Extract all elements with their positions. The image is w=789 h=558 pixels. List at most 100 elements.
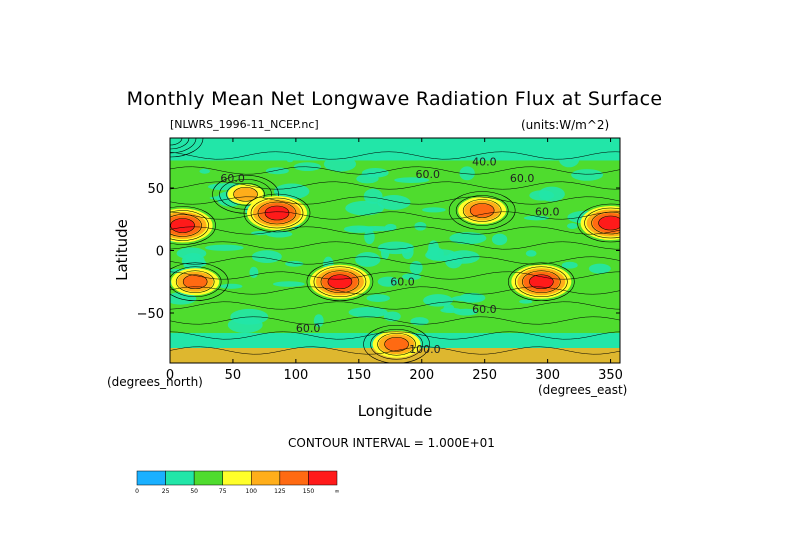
x-tick-label: 300: [535, 368, 560, 383]
contour-line: [170, 151, 620, 160]
contour-label: 60.0: [535, 206, 560, 219]
contour-line: [462, 199, 502, 222]
contour-line: [384, 336, 409, 352]
colorbar-swatch: [136, 470, 166, 486]
contour-label: 60.0: [220, 172, 245, 185]
field-patch: [364, 229, 375, 245]
field-patch: [588, 263, 611, 274]
contour-label: 60.0: [390, 276, 415, 289]
x-tick-label: 50: [225, 368, 242, 383]
colorbar-label: 50: [190, 488, 198, 495]
contour-line: [598, 215, 620, 231]
field-patch: [183, 256, 203, 272]
x-axis-label: Longitude: [357, 402, 433, 420]
field-patch: [538, 186, 565, 202]
field-patch: [449, 232, 487, 245]
field-patch: [423, 294, 453, 307]
contour-line: [170, 262, 229, 302]
field-patch: [402, 273, 422, 281]
x-tick-label: 150: [346, 368, 371, 383]
field-patch: [199, 168, 211, 174]
field-patch: [571, 169, 604, 181]
field-patch: [394, 177, 430, 183]
contour-line: [170, 286, 620, 295]
contour-line: [170, 181, 620, 190]
axes: 0 50 100 150 200 250 300 350 50 0 −50: [137, 138, 623, 383]
colorbar-label: 25: [162, 488, 170, 495]
field-patch: [519, 299, 533, 304]
contour-line: [175, 270, 215, 294]
x-tick-label: 200: [409, 368, 434, 383]
field-band: [170, 138, 620, 161]
field-patch: [410, 317, 429, 326]
colorbar-swatch: [222, 470, 252, 486]
contour-line: [170, 316, 620, 325]
field-patch: [348, 306, 388, 318]
field-patch: [444, 252, 463, 269]
colorbar-label: 150: [303, 488, 315, 495]
chart-title: Monthly Mean Net Longwave Radiation Flux…: [126, 88, 663, 110]
contour-label: 100.0: [409, 343, 441, 356]
contour-line: [306, 262, 374, 302]
field-patch: [272, 281, 305, 287]
y-unit-note: (degrees_north): [107, 375, 203, 389]
x-tick-label: 100: [283, 368, 308, 383]
field-patch: [356, 226, 394, 232]
field-patch: [323, 156, 357, 172]
colorbar-swatch: [279, 470, 309, 486]
colorbar: 0 25 50 75 100 125 150 ∞: [135, 470, 340, 495]
field-patch: [170, 292, 197, 305]
contour-line: [170, 218, 195, 233]
field-patch: [525, 250, 537, 257]
colorbar-swatch: [251, 470, 281, 486]
contour-line: [257, 201, 297, 225]
colorbar-label: 125: [274, 488, 286, 495]
contour-line: [448, 191, 516, 230]
contour-line: [313, 266, 367, 298]
field-patch: [428, 240, 440, 257]
field-feature: [598, 216, 620, 230]
field-patch: [266, 230, 293, 238]
field-patch: [363, 188, 383, 204]
field-patch: [366, 294, 390, 302]
file-label: [NLWRS_1996-11_NCEP.nc]: [170, 118, 319, 131]
contour-line: [170, 196, 620, 205]
field-feature: [233, 187, 258, 201]
field-feature: [170, 219, 195, 232]
contour-line: [170, 271, 620, 280]
field-patch: [409, 261, 423, 275]
colorbar-label: 100: [246, 488, 258, 495]
contour-line: [170, 266, 222, 298]
colorbar-label: 0: [135, 488, 139, 495]
field-patch: [219, 283, 243, 289]
field-patch: [523, 215, 550, 221]
contour-line: [170, 346, 620, 355]
field-patch: [355, 252, 381, 267]
field-patch: [249, 266, 259, 278]
contour-line: [170, 166, 620, 175]
field-feature: [529, 275, 554, 289]
field-patch: [558, 151, 580, 168]
x-tick-label: 250: [472, 368, 497, 383]
colorbar-swatch: [308, 470, 338, 486]
field-patch: [227, 317, 263, 333]
contour-line: [370, 328, 423, 360]
contour-line: [250, 197, 304, 229]
contour-interval-text: CONTOUR INTERVAL = 1.000E+01: [288, 436, 495, 450]
field-patch: [443, 304, 455, 312]
colorbar-swatch: [193, 470, 223, 486]
contour-line: [264, 205, 290, 221]
contour-line: [363, 324, 430, 363]
field-patch: [561, 261, 578, 269]
contour-line: [170, 241, 620, 250]
contour-line: [469, 203, 495, 218]
contour-line: [577, 203, 620, 243]
y-tick-label: 50: [147, 182, 164, 197]
x-unit-note: (degrees_east): [538, 383, 628, 397]
x-tick-label: 350: [598, 368, 623, 383]
field-feature: [183, 275, 208, 289]
contour-line: [522, 270, 561, 294]
contour-line: [170, 206, 216, 245]
field-feature: [327, 275, 352, 289]
